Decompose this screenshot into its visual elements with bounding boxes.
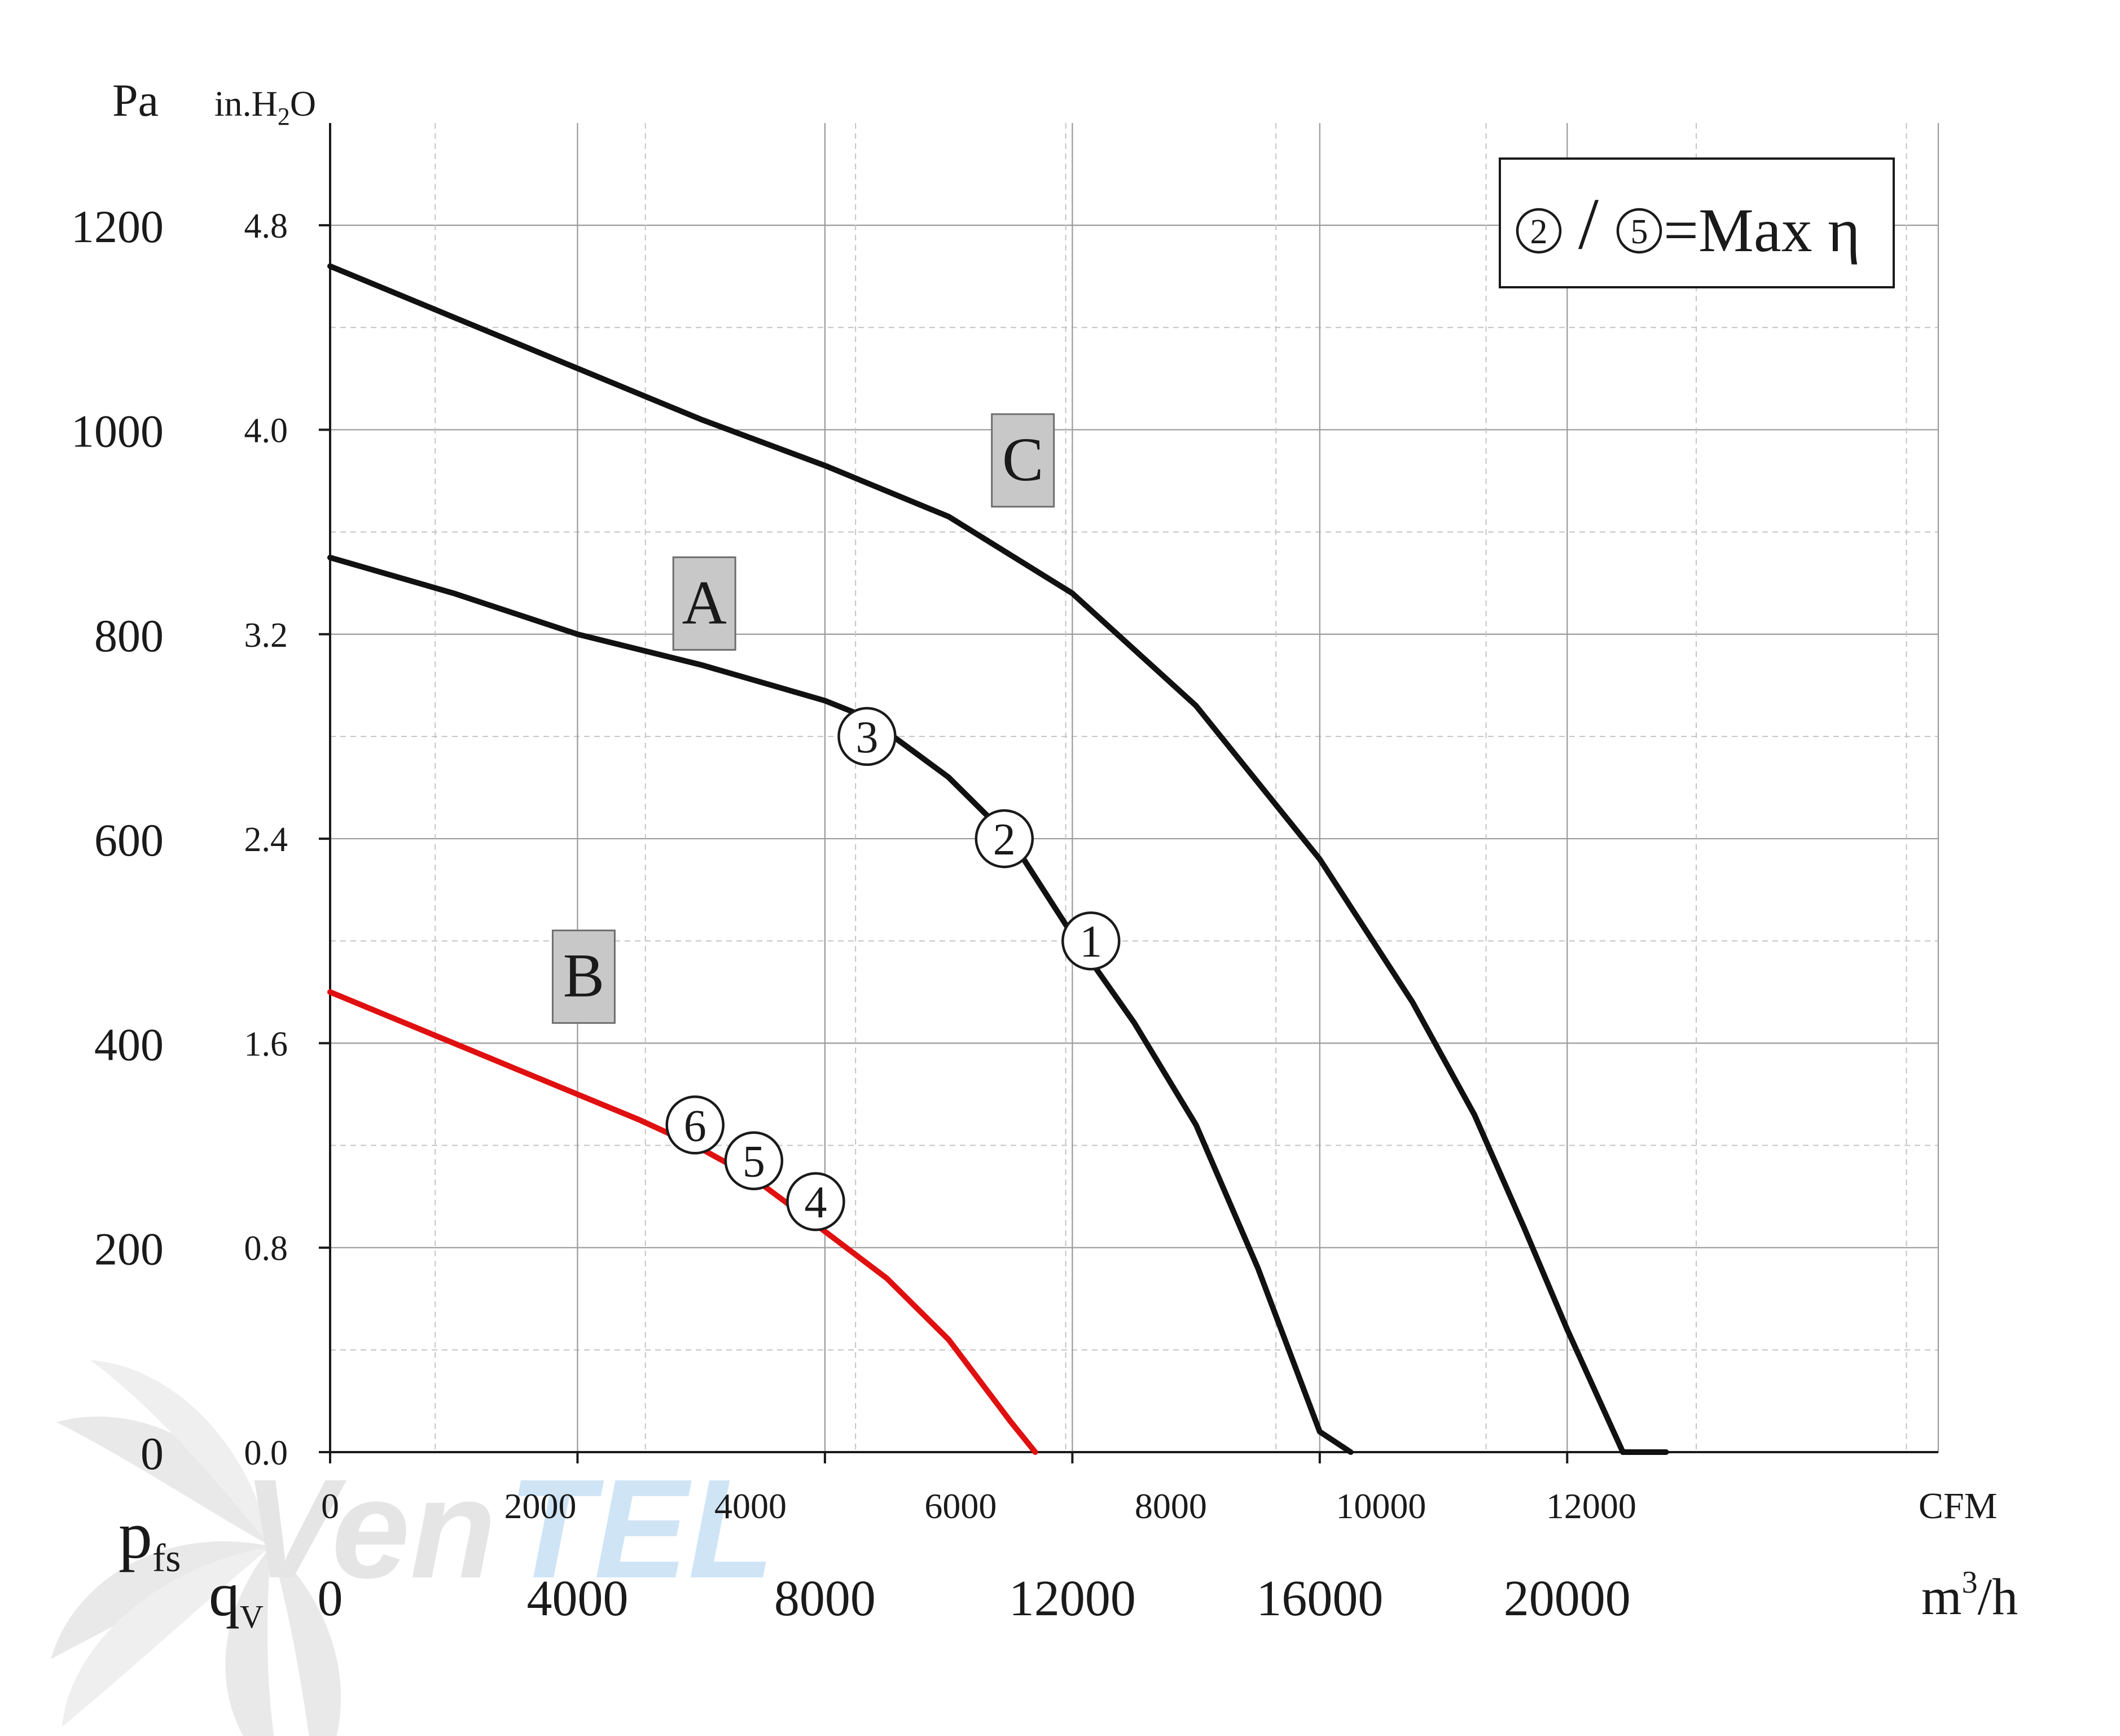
curve-a (327, 554, 1354, 1455)
operating-point-label: 1 (1079, 917, 1102, 967)
watermark-fan-icon (51, 1360, 341, 1736)
inh2o-tick-label: 0.0 (244, 1434, 288, 1472)
inh2o-tick-label: 0.8 (244, 1230, 288, 1268)
operating-points: 1 2 3 456 (665, 707, 1121, 1231)
m3h-tick-label: 12000 (1009, 1571, 1136, 1627)
watermark-text: Ven (243, 1450, 496, 1607)
pa-tick-label: 1000 (71, 405, 164, 457)
legend-circled-label: 2 (1530, 213, 1548, 251)
legend-text: =Max η (1663, 196, 1860, 265)
operating-point-label: 5 (743, 1137, 765, 1187)
inh2o-tick-label: 2.4 (244, 821, 288, 859)
legend-circled-marker (1616, 208, 1662, 254)
curve-b (327, 989, 1038, 1455)
m3h-tick-label: 16000 (1256, 1571, 1383, 1627)
watermark-text-accent: TEL (508, 1450, 774, 1607)
cfm-tick-label: 2000 (504, 1486, 576, 1526)
m3h-unit-base: m (1921, 1568, 1962, 1625)
pressure-symbol: pfs (118, 1497, 181, 1580)
legend-separator: / (1578, 183, 1599, 265)
m3h-tick-label: 8000 (774, 1571, 876, 1627)
inh2o-axis-label-suffix: O (290, 84, 316, 124)
grid (330, 123, 1939, 1452)
legend-box (1499, 157, 1895, 288)
operating-point-marker (1061, 911, 1121, 971)
operating-point-marker (837, 707, 897, 766)
operating-point-marker (786, 1172, 845, 1231)
pa-tick-label: 600 (94, 814, 164, 866)
pa-axis-label: Pa (112, 74, 159, 126)
pa-tick-label: 1200 (71, 201, 164, 252)
m3h-unit-sup: 3 (1962, 1565, 1978, 1600)
series-label-box (672, 556, 736, 651)
flow-symbol-sub: V (240, 1598, 264, 1635)
series-label-text: B (563, 941, 604, 1010)
series-label-box (991, 413, 1055, 508)
inh2o-tick-label: 1.6 (244, 1025, 288, 1063)
legend: 2 / 5 =Max η (1499, 157, 1895, 288)
legend-circled-label: 5 (1631, 213, 1648, 251)
inh2o-axis-label-prefix: in.H (214, 84, 278, 124)
cfm-tick-label: 0 (321, 1486, 339, 1526)
operating-point-marker (975, 809, 1034, 869)
cfm-tick-label: 6000 (924, 1486, 997, 1526)
legend-circled-marker (1516, 208, 1562, 254)
pa-tick-label: 0 (141, 1428, 164, 1479)
m3h-tick-label: 20000 (1504, 1571, 1631, 1627)
inh2o-tick-label: 3.2 (244, 616, 288, 655)
operating-point-marker (665, 1095, 725, 1155)
operating-point-label: 4 (804, 1178, 827, 1228)
operating-point-label: 6 (684, 1101, 706, 1151)
flow-symbol: qV (209, 1560, 264, 1635)
series-label-text: C (1002, 425, 1043, 494)
operating-point-marker (724, 1131, 784, 1190)
cfm-tick-label: 8000 (1135, 1486, 1207, 1526)
operating-point-label: 3 (855, 713, 878, 762)
pressure-symbol-sub: fs (152, 1537, 181, 1580)
cfm-tick-label: 4000 (714, 1486, 787, 1526)
inh2o-tick-label: 4.8 (244, 207, 288, 246)
pressure-symbol-main: p (118, 1497, 152, 1572)
curve-c (327, 263, 1669, 1455)
m3h-unit-label: m3/h (1921, 1565, 2018, 1625)
series-label-text: A (682, 568, 726, 637)
cfm-tick-label: 12000 (1546, 1486, 1636, 1526)
m3h-tick-label: 0 (318, 1571, 343, 1627)
series-label-box (551, 930, 616, 1024)
series-labels: C A B (551, 413, 1055, 1024)
m3h-unit-suffix: /h (1978, 1568, 2018, 1625)
cfm-tick-label: 10000 (1336, 1486, 1426, 1526)
inh2o-tick-label: 4.0 (244, 411, 288, 450)
flow-symbol-main: q (209, 1560, 240, 1629)
inh2o-axis-label-sub: 2 (278, 103, 290, 130)
watermark-logo: Ven TEL (51, 1360, 774, 1736)
inh2o-axis-label: in.H2O (214, 84, 316, 130)
pa-tick-label: 200 (94, 1224, 164, 1275)
pa-tick-label: 400 (94, 1019, 164, 1070)
cfm-unit-label: CFM (1919, 1485, 1997, 1527)
m3h-tick-label: 4000 (526, 1571, 628, 1627)
operating-point-label: 2 (993, 815, 1016, 865)
pa-tick-label: 800 (94, 610, 164, 661)
